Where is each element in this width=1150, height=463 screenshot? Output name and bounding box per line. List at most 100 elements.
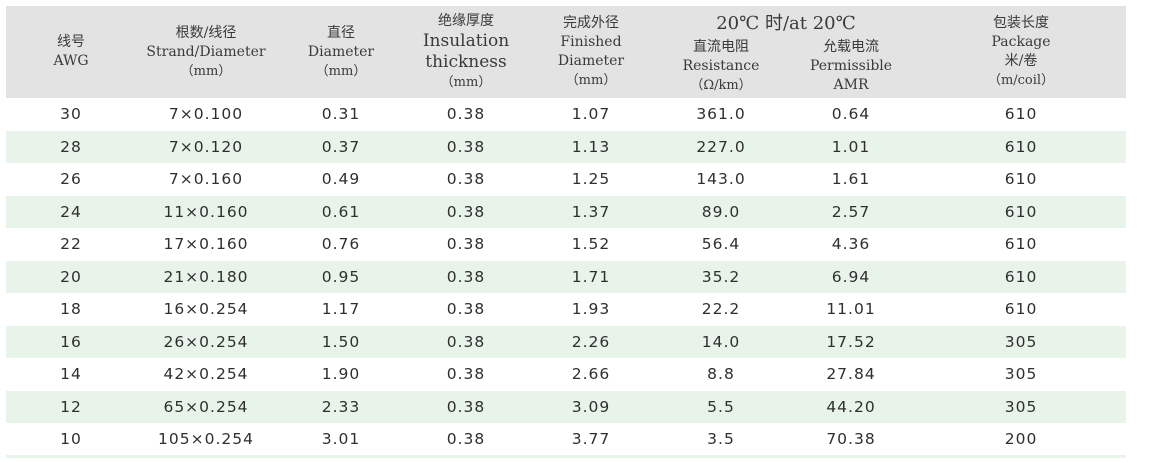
cell-current: 2.57 [831,202,871,221]
header-awg-cn: 线号 [57,34,85,50]
cell-resistance: 3.5 [707,430,735,449]
table-body: 30 7×0.100 0.31 0.38 1.07 361.0 0.64 610 28 7×0.1… [6,98,1127,456]
cell-awg: 24 [60,202,82,221]
cell-package: 610 [1004,235,1038,254]
cell-package: 610 [1004,300,1038,319]
cell-finished: 1.07 [571,105,611,124]
cell-finished: 3.09 [571,397,611,416]
cell-package: 610 [1004,202,1038,221]
cell-diameter: 0.31 [321,105,361,124]
cell-awg: 30 [60,105,82,124]
cell-current: 1.01 [831,137,871,156]
header-group-title: 20℃ 时/at 20℃ [716,13,856,34]
cell-awg: 20 [60,267,82,286]
cell-strand: 7×0.160 [168,170,244,189]
cell-package: 610 [1004,170,1038,189]
table-header: 线号 AWG 根数/线径 Strand/Diameter （mm） 直径 Dia… [6,6,1127,98]
cell-insulation: 0.38 [446,235,486,254]
cell-awg: 26 [60,170,82,189]
cell-finished: 1.52 [571,235,611,254]
cell-package: 610 [1004,267,1038,286]
header-diameter: 直径 Diameter （mm） [276,6,406,98]
cell-package: 610 [1004,105,1038,124]
header-finished-cn: 完成外径 [563,15,619,31]
cell-current: 17.52 [826,332,876,351]
cell-diameter: 0.95 [321,267,361,286]
cell-diameter: 2.33 [321,397,361,416]
header-strand-cn: 根数/线径 [175,24,237,41]
header-insulation: 绝缘厚度 Insulation thickness （mm） [406,6,526,98]
header-package-en: Package [991,34,1051,50]
header-strand-unit: （mm） [180,63,232,79]
header-insulation-cn: 绝缘厚度 [438,13,494,29]
cell-finished: 1.13 [571,137,611,156]
cell-insulation: 0.38 [446,105,486,124]
wire-spec-table-wrap: 线号 AWG 根数/线径 Strand/Diameter （mm） 直径 Dia… [6,6,1127,456]
header-current-en2: AMR [833,77,869,93]
cell-strand: 17×0.160 [163,235,249,254]
table-row: 12 65×0.254 2.33 0.38 3.09 5.5 44.20 305 [6,390,1127,423]
cell-strand: 65×0.254 [163,397,249,416]
header-package-unit: （m/coil） [987,73,1055,88]
cell-current: 0.64 [831,105,871,124]
cell-awg: 12 [60,397,82,416]
cell-finished: 1.93 [571,300,611,319]
wire-spec-table: 线号 AWG 根数/线径 Strand/Diameter （mm） 直径 Dia… [6,6,1127,456]
header-strand: 根数/线径 Strand/Diameter （mm） [136,6,276,98]
cell-diameter: 0.49 [321,170,361,189]
cell-diameter: 1.50 [321,332,361,351]
cell-insulation: 0.38 [446,267,486,286]
cell-awg: 14 [60,365,82,384]
cell-resistance: 89.0 [701,202,741,221]
cell-finished: 1.25 [571,170,611,189]
cell-strand: 7×0.100 [168,105,244,124]
cell-package: 305 [1004,332,1038,351]
cell-strand: 21×0.180 [163,267,249,286]
cell-finished: 2.26 [571,332,611,351]
table-row: 26 7×0.160 0.49 0.38 1.25 143.0 1.61 610 [6,163,1127,196]
cell-current: 1.61 [831,170,871,189]
cell-strand: 16×0.254 [163,300,249,319]
header-awg-en: AWG [53,53,89,69]
cell-awg: 16 [60,332,82,351]
header-finished-en1: Finished [560,34,622,50]
table-row: 20 21×0.180 0.95 0.38 1.71 35.2 6.94 610 [6,260,1127,293]
header-resistance-unit: （Ω/km） [690,78,752,93]
cell-package: 610 [1004,137,1038,156]
cell-current: 11.01 [826,300,876,319]
header-package-cn2: 米/卷 [1004,53,1038,69]
table-row: 10 105×0.254 3.01 0.38 3.77 3.5 70.38 200 [6,423,1127,456]
table-row: 24 11×0.160 0.61 0.38 1.37 89.0 2.57 610 [6,195,1127,228]
cell-strand: 7×0.120 [168,137,244,156]
cell-package: 305 [1004,397,1038,416]
cell-strand: 105×0.254 [158,430,254,449]
header-current-cn: 允载电流 [823,39,880,55]
header-group-20c: 20℃ 时/at 20℃ 直流电阻 Resistance （Ω/km） 允载电流… [656,6,916,98]
cell-insulation: 0.38 [446,365,486,384]
cell-finished: 1.37 [571,202,611,221]
header-finished-unit: （mm） [565,73,617,88]
cell-resistance: 14.0 [701,332,741,351]
cell-resistance: 22.2 [701,300,741,319]
cell-diameter: 0.76 [321,235,361,254]
header-current-en1: Permissible [809,58,893,74]
cell-resistance: 5.5 [707,397,735,416]
cell-current: 70.38 [826,430,876,449]
cell-awg: 10 [60,430,82,449]
cell-insulation: 0.38 [446,332,486,351]
header-package-cn: 包装长度 [993,15,1050,31]
header-strand-en: Strand/Diameter [146,43,266,60]
bottom-stripe [6,455,1126,458]
cell-package: 200 [1004,430,1038,449]
cell-diameter: 3.01 [321,430,361,449]
header-insulation-unit: （mm） [440,75,492,90]
header-resistance-cn: 直流电阻 [693,39,749,55]
cell-resistance: 361.0 [696,105,746,124]
header-current: 允载电流 Permissible AMR [786,38,916,95]
header-finished: 完成外径 Finished Diameter （mm） [526,6,656,98]
cell-strand: 11×0.160 [163,202,249,221]
cell-insulation: 0.38 [446,202,486,221]
cell-diameter: 0.37 [321,137,361,156]
cell-diameter: 1.90 [321,365,361,384]
table-row: 14 42×0.254 1.90 0.38 2.66 8.8 27.84 305 [6,358,1127,391]
